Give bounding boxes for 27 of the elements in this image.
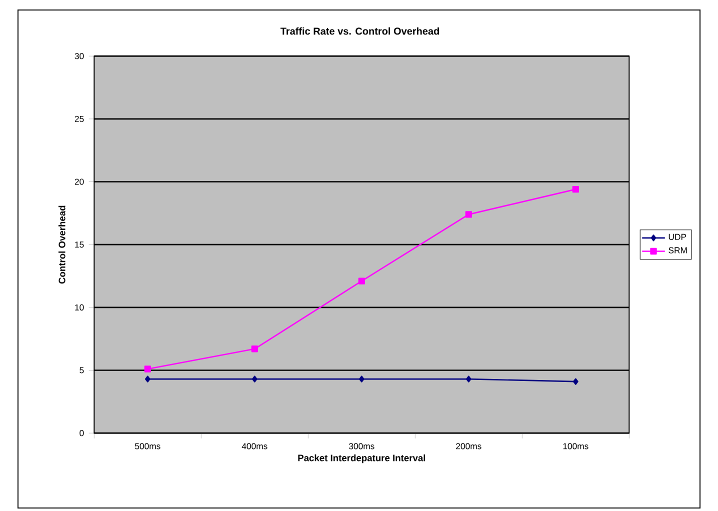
x-axis-title: Packet Interdepature Interval — [298, 454, 426, 464]
point — [572, 186, 579, 193]
y-tick-label: 5 — [80, 367, 84, 374]
y-tick-label: 0 — [80, 430, 84, 436]
y-tick-label: 15 — [75, 242, 84, 248]
legend-label: UDP — [668, 234, 686, 240]
x-tick-label: 100ms — [563, 443, 588, 450]
point — [572, 378, 578, 385]
point — [144, 376, 150, 382]
x-tick-label: 300ms — [348, 443, 374, 450]
legend-label: SRM — [668, 247, 687, 254]
y-tick-label: 25 — [74, 116, 84, 122]
y-tick-label: 10 — [75, 304, 84, 310]
point — [465, 211, 472, 218]
point — [358, 278, 365, 284]
x-tick-label: 400ms — [242, 443, 268, 450]
point — [358, 376, 364, 382]
chart-title: Traffic Rate vs. Control Overhead — [280, 27, 439, 35]
point — [144, 366, 151, 372]
point — [466, 376, 472, 382]
x-tick-label: 200ms — [456, 443, 482, 450]
y-tick-label: 20 — [74, 178, 84, 185]
point — [251, 346, 258, 352]
x-tick-label: 500ms — [135, 443, 160, 450]
y-axis-title: Control Overhead — [58, 206, 66, 284]
y-tick-label: 30 — [74, 53, 84, 60]
point — [252, 376, 258, 382]
